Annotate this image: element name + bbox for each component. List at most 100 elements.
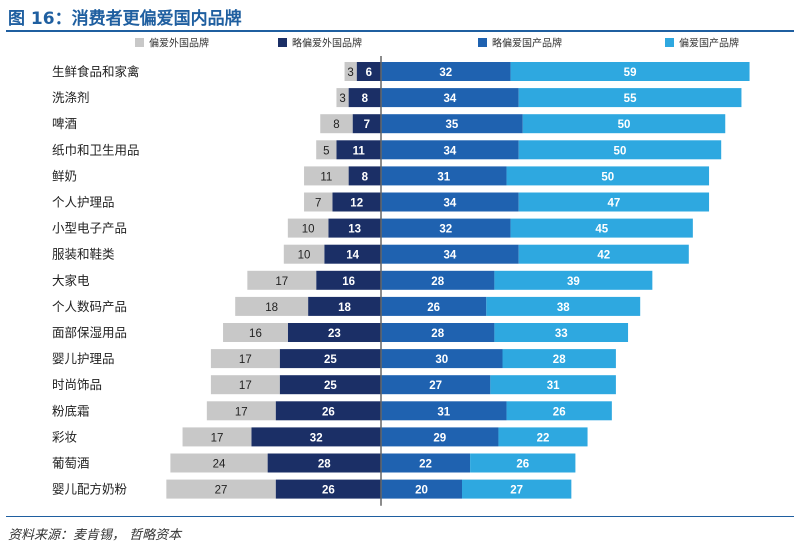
category-label: 啤酒 — [52, 116, 77, 131]
data-label: 16 — [342, 276, 355, 288]
data-label: 50 — [601, 171, 614, 183]
bar-segment — [332, 192, 381, 212]
bar-segment — [316, 140, 337, 160]
data-label: 29 — [433, 432, 446, 444]
bar-segment — [498, 427, 588, 447]
source-rule — [6, 516, 794, 517]
bar-segment — [381, 349, 503, 369]
data-label: 27 — [215, 485, 228, 497]
bar-segment — [506, 401, 612, 421]
legend-label-3: 偏爱国产品牌 — [679, 37, 739, 50]
bar-segment — [275, 479, 381, 499]
data-label: 50 — [618, 119, 631, 131]
bar-segment — [235, 296, 309, 316]
data-label: 25 — [324, 380, 337, 392]
bar-segment — [328, 218, 381, 238]
bar-segment — [247, 270, 317, 290]
bar-segment — [381, 114, 523, 134]
data-label: 10 — [302, 224, 315, 236]
data-label: 3 — [347, 67, 353, 79]
data-label: 28 — [553, 354, 566, 366]
category-label: 鲜奶 — [52, 168, 77, 183]
bar-segment — [336, 88, 349, 108]
bar-segment — [381, 62, 511, 81]
bar-segment — [381, 88, 519, 108]
bar-segment — [506, 166, 710, 186]
bar-segment — [324, 244, 381, 264]
bar-segment — [275, 401, 381, 421]
data-label: 28 — [431, 328, 444, 340]
data-label: 23 — [328, 328, 341, 340]
bar-segment — [381, 296, 487, 316]
data-label: 30 — [435, 354, 448, 366]
data-label: 26 — [553, 406, 566, 418]
data-label: 7 — [315, 198, 321, 210]
legend-swatch-2 — [478, 38, 487, 47]
legend-swatch-1 — [278, 38, 287, 47]
data-label: 34 — [443, 145, 456, 157]
bar-segment — [510, 218, 693, 238]
data-label: 38 — [557, 302, 570, 314]
bar-segment — [304, 166, 349, 186]
data-label: 32 — [439, 67, 452, 79]
data-label: 50 — [614, 145, 627, 157]
bar-segment — [344, 62, 357, 81]
category-label: 粉底霜 — [52, 403, 90, 418]
legend-swatch-3 — [665, 38, 674, 47]
category-label: 婴儿护理品 — [52, 351, 115, 366]
bar-segment — [381, 244, 519, 264]
legend-label-2: 略偏爱国产品牌 — [492, 37, 562, 50]
bar-segment — [522, 114, 726, 134]
bar-segment — [210, 375, 280, 395]
bar-segment — [304, 192, 333, 212]
title-rule — [6, 30, 794, 32]
chart-title: 图 16：消费者更偏爱国内品牌 — [8, 9, 242, 29]
data-label: 39 — [567, 276, 580, 288]
legend-swatch-0 — [135, 38, 144, 47]
legend-label-1: 略偏爱外国品牌 — [292, 37, 362, 50]
data-label: 14 — [346, 250, 359, 262]
data-label: 45 — [595, 224, 608, 236]
bar-segment — [336, 140, 381, 160]
data-label: 55 — [624, 93, 637, 105]
bar-segment — [356, 62, 381, 81]
bar-segment — [502, 349, 616, 369]
bar-segment — [182, 427, 252, 447]
data-label: 11 — [353, 145, 366, 157]
data-label: 17 — [239, 354, 252, 366]
bar-segment — [170, 453, 268, 473]
bar-segment — [381, 218, 511, 238]
bar-segment — [279, 349, 381, 369]
data-label: 17 — [211, 432, 224, 444]
category-label: 时尚饰品 — [52, 377, 102, 392]
data-label: 42 — [597, 250, 610, 262]
diverging-bar-chart: 偏爱外国品牌 略偏爱外国品牌 略偏爱国产品牌 偏爱国产品牌 生鲜食品和家禽洗涤剂啤酒纸… — [52, 37, 750, 506]
bar-segment — [381, 270, 495, 290]
bar-segment — [490, 375, 616, 395]
data-label: 3 — [339, 93, 345, 105]
data-label: 24 — [213, 459, 226, 471]
bar-segment — [381, 427, 499, 447]
bar-segment — [267, 453, 381, 473]
category-label: 个人护理品 — [52, 195, 115, 210]
bar-segment — [348, 166, 381, 186]
data-label: 35 — [445, 119, 458, 131]
data-label: 20 — [415, 485, 428, 497]
data-label: 8 — [362, 93, 369, 105]
bar-segment — [210, 349, 280, 369]
bar-segment — [494, 270, 653, 290]
category-label: 服装和鞋类 — [52, 247, 115, 262]
data-label: 16 — [249, 328, 262, 340]
legend-label-0: 偏爱外国品牌 — [149, 37, 209, 50]
data-label: 31 — [437, 171, 450, 183]
source-note: 资料来源：麦肯锡， 哲略资本 — [8, 528, 182, 543]
bar-segment — [381, 375, 491, 395]
category-label: 婴儿配方奶粉 — [52, 482, 128, 497]
data-label: 59 — [624, 67, 637, 79]
data-label: 18 — [265, 302, 278, 314]
data-label: 28 — [318, 459, 331, 471]
data-label: 27 — [429, 380, 442, 392]
bar-segment — [518, 192, 710, 212]
bars: 6 3 32 59 8 3 34 55 7 8 35 50 11 5 34 50 8 11 31 50 12 7 34 47 1… — [166, 62, 750, 499]
category-label: 个人数码产品 — [52, 299, 127, 314]
